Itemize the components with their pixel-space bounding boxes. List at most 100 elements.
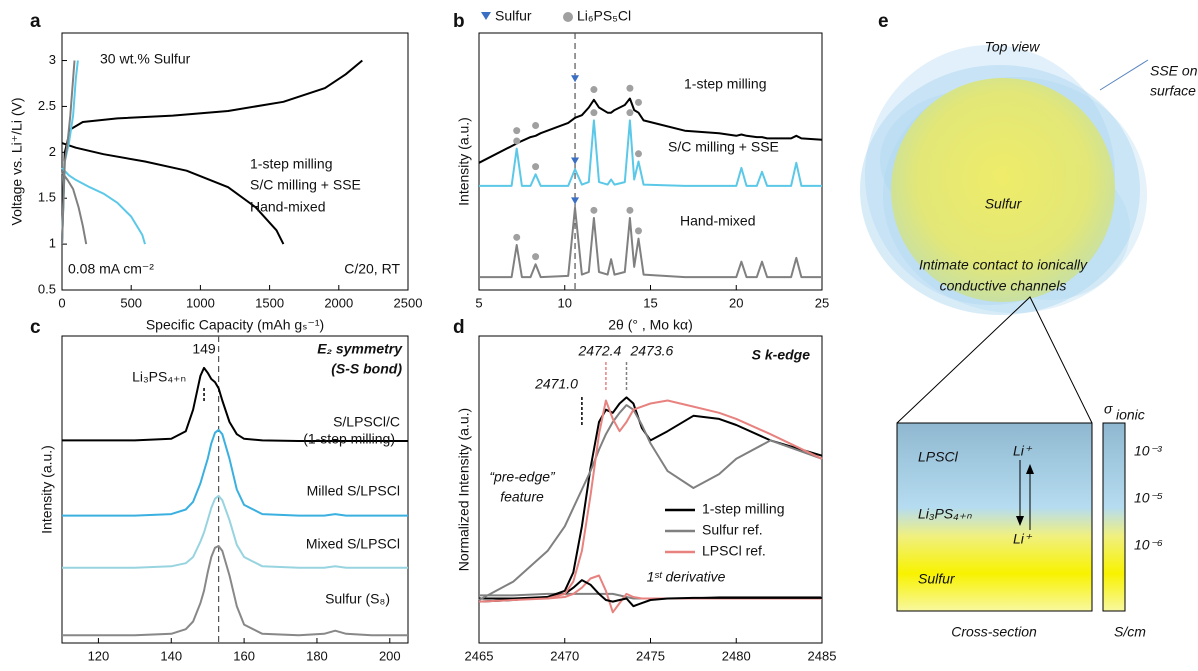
- marker: [590, 86, 598, 94]
- panel-letter: d: [453, 317, 465, 338]
- x-axis-label: Specific Capacity (mAh gₛ⁻¹): [146, 317, 324, 333]
- y-tick-label: 3: [49, 52, 56, 67]
- edge-label: 2472.4: [577, 343, 621, 359]
- conductivity-bar: [1102, 422, 1126, 612]
- annotation: E₂ symmetry: [317, 341, 403, 357]
- series-line: [478, 97, 823, 164]
- legend-symbol: [563, 12, 573, 22]
- marker: [590, 109, 598, 117]
- label: conductive channels: [940, 278, 1067, 294]
- x-tick-label: 2500: [394, 295, 423, 310]
- y-tick-label: 2: [49, 144, 56, 159]
- x-tick-label: 20: [729, 295, 743, 310]
- marker: [590, 206, 598, 214]
- x-tick-label: 10: [558, 295, 572, 310]
- y-axis-label: Intensity (a.u.): [39, 445, 55, 534]
- label: ionic: [1116, 407, 1145, 423]
- marker: [532, 122, 540, 130]
- scale-label: 10⁻⁵: [1134, 490, 1163, 506]
- y-tick-label: 1: [49, 236, 56, 251]
- annotation: feature: [500, 489, 544, 505]
- series-line: [62, 494, 408, 569]
- legend-symbol: [481, 12, 491, 20]
- series-label: S/LPSCl/C: [333, 414, 400, 430]
- marker: [571, 75, 580, 83]
- panel-letter: b: [453, 11, 465, 32]
- series-line: [62, 366, 408, 442]
- legend-label: Sulfur: [495, 8, 532, 24]
- x-tick-label: 2475: [636, 648, 665, 663]
- marker: [626, 84, 634, 92]
- series-label: S/C milling + SSE: [668, 139, 779, 155]
- marker: [513, 233, 521, 241]
- label: Sulfur: [985, 196, 1023, 212]
- series-label: Hand-mixed: [680, 213, 755, 229]
- panel: d 2465 2470 2475 2480 2485 Energy (eV) Normaliz…: [453, 317, 836, 671]
- arrow-head: [1026, 464, 1034, 474]
- marker: [532, 163, 540, 171]
- x-axis-label: Energy (eV): [613, 670, 688, 671]
- label: Top view: [985, 39, 1041, 55]
- marker: [571, 197, 580, 205]
- annotation: “pre-edge”: [489, 469, 556, 485]
- panel: b 5 10 15 20 25 2θ (° , Mo kα) Intensity (a.u.)…: [453, 8, 829, 333]
- peak-label: 149: [192, 341, 216, 357]
- panel: a 0 500 1000 1500 2000 2500 0.5 1 1.5 2 2.5 3 Specifi…: [9, 11, 423, 333]
- x-tick-label: 2465: [465, 648, 494, 663]
- panel-letter: a: [30, 11, 41, 32]
- plot-frame: [61, 32, 409, 291]
- label: surface: [1150, 83, 1196, 99]
- series-label: Mixed S/LPSCl: [306, 536, 400, 552]
- series-label: 1-step milling: [250, 156, 332, 172]
- panel-letter: e: [878, 11, 889, 32]
- species-label: Li₃PS₄₊ₙ: [132, 369, 186, 385]
- edge-label: 2473.6: [629, 343, 673, 359]
- cross-section-box: [896, 422, 1093, 612]
- annotation: (S-S bond): [331, 361, 402, 377]
- x-tick-label: 140: [160, 648, 182, 663]
- plot-frame: [61, 335, 409, 644]
- label: σ: [1104, 401, 1113, 417]
- panel: c 120 140 160 180 200 Raman Shift (cm⁻¹) Intens…: [30, 317, 409, 671]
- series-line: [479, 119, 822, 187]
- series-label: Milled S/LPSCl: [307, 483, 400, 499]
- x-tick-label: 200: [379, 648, 401, 663]
- x-tick-label: 160: [233, 648, 255, 663]
- x-tick-label: 2470: [550, 648, 579, 663]
- marker: [626, 206, 634, 214]
- legend-label: Sulfur ref.: [702, 522, 763, 538]
- series-line: [479, 206, 822, 279]
- pointer: [1099, 59, 1149, 91]
- marker: [513, 127, 521, 135]
- series-line: [478, 399, 823, 603]
- y-axis-label: Intensity (a.u.): [456, 117, 472, 206]
- x-tick-label: 1500: [255, 295, 284, 310]
- x-tick-label: 1000: [186, 295, 215, 310]
- scale-label: 10⁻⁶: [1134, 537, 1163, 553]
- label: SSE on: [1150, 63, 1198, 79]
- x-tick-label: 15: [643, 295, 657, 310]
- plot-frame: [478, 32, 823, 291]
- zoom-lines: [896, 296, 1093, 424]
- x-axis-label: 2θ (° , Mo kα): [608, 317, 693, 333]
- marker: [513, 137, 521, 145]
- panel-letter: c: [30, 317, 41, 338]
- scale-label: 10⁻³: [1134, 443, 1162, 459]
- x-tick-label: 2485: [808, 648, 837, 663]
- marker: [626, 109, 634, 117]
- x-axis-label: Raman Shift (cm⁻¹): [175, 670, 296, 671]
- series-line: [61, 60, 146, 245]
- marker: [634, 150, 642, 158]
- x-tick-label: 2480: [722, 648, 751, 663]
- annotation: (1-step milling): [303, 431, 395, 447]
- series-line: [62, 428, 408, 517]
- legend-label: LPSCl ref.: [702, 543, 766, 559]
- series-line: [61, 60, 88, 245]
- legend-label: Li₆PS₅Cl: [577, 8, 631, 24]
- annotation: C/20, RT: [344, 261, 400, 277]
- y-axis-label: Normalized Intensity (a.u.): [456, 408, 472, 571]
- series-line: [478, 404, 823, 601]
- x-tick-label: 25: [815, 295, 829, 310]
- x-tick-label: 0: [58, 295, 65, 310]
